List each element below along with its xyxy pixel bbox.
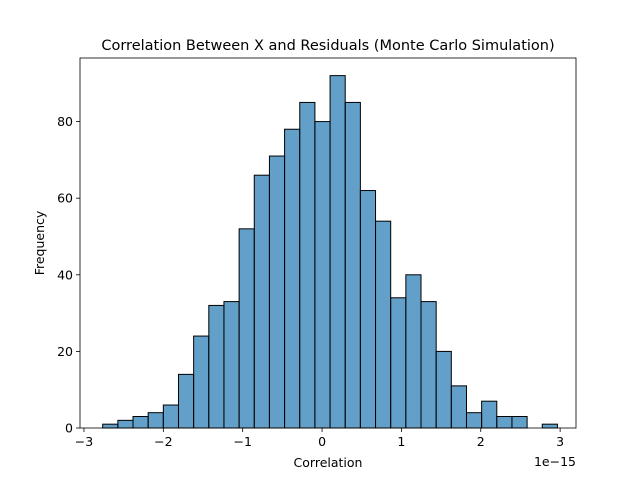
histogram-bar (193, 335, 210, 429)
x-tick-label: −2 (154, 434, 172, 449)
histogram-bar (117, 419, 134, 429)
x-axis-ticks: −3 −2 −1 0 1 2 3 (75, 428, 564, 449)
y-tick-label: 60 (57, 191, 73, 206)
histogram-bar (496, 416, 513, 429)
y-tick-label: 20 (57, 344, 73, 359)
y-axis-ticks: 0 20 40 60 80 (57, 114, 80, 436)
y-tick-label: 0 (65, 421, 73, 436)
x-tick-label: −3 (75, 434, 93, 449)
histogram-bar (329, 75, 346, 429)
histogram-bar (299, 101, 316, 429)
y-tick-label: 80 (57, 114, 73, 129)
y-axis-label: Frequency (32, 210, 47, 275)
x-axis-label: Correlation (294, 455, 363, 470)
histogram-bar (284, 128, 301, 429)
histogram-bar (511, 416, 528, 429)
axes-frame (79, 57, 577, 429)
histogram-bar (481, 400, 498, 429)
x-axis-offset-text: 1e−15 (534, 454, 576, 469)
histogram-bar (253, 174, 270, 429)
histogram-bar (132, 416, 149, 429)
x-tick-label: −1 (233, 434, 251, 449)
histogram-bar (162, 404, 179, 429)
x-tick-label: 3 (556, 434, 564, 449)
histogram-bar (465, 412, 483, 429)
x-tick-label: 0 (318, 434, 326, 449)
histogram-bar (314, 121, 331, 429)
histogram-bar (359, 190, 377, 429)
histogram-bar (541, 423, 558, 429)
histogram-bar (208, 304, 225, 429)
x-tick-label: 2 (477, 434, 485, 449)
histogram-bar (344, 101, 361, 429)
y-tick-label: 40 (57, 267, 73, 282)
histogram-bar (268, 155, 286, 429)
histogram-bar (102, 423, 119, 429)
histogram-bar (375, 220, 392, 429)
histogram-bar (390, 297, 407, 429)
histogram-bar (223, 301, 240, 429)
x-tick-label: 1 (397, 434, 405, 449)
histogram-bar (420, 301, 437, 429)
histogram-bar (238, 228, 255, 429)
histogram-bar (435, 350, 452, 429)
chart-title: Correlation Between X and Residuals (Mon… (101, 38, 554, 54)
histogram-bar (450, 385, 467, 429)
histogram-bar (405, 274, 422, 429)
histogram-bar (177, 373, 195, 429)
histogram-bar (147, 412, 164, 429)
